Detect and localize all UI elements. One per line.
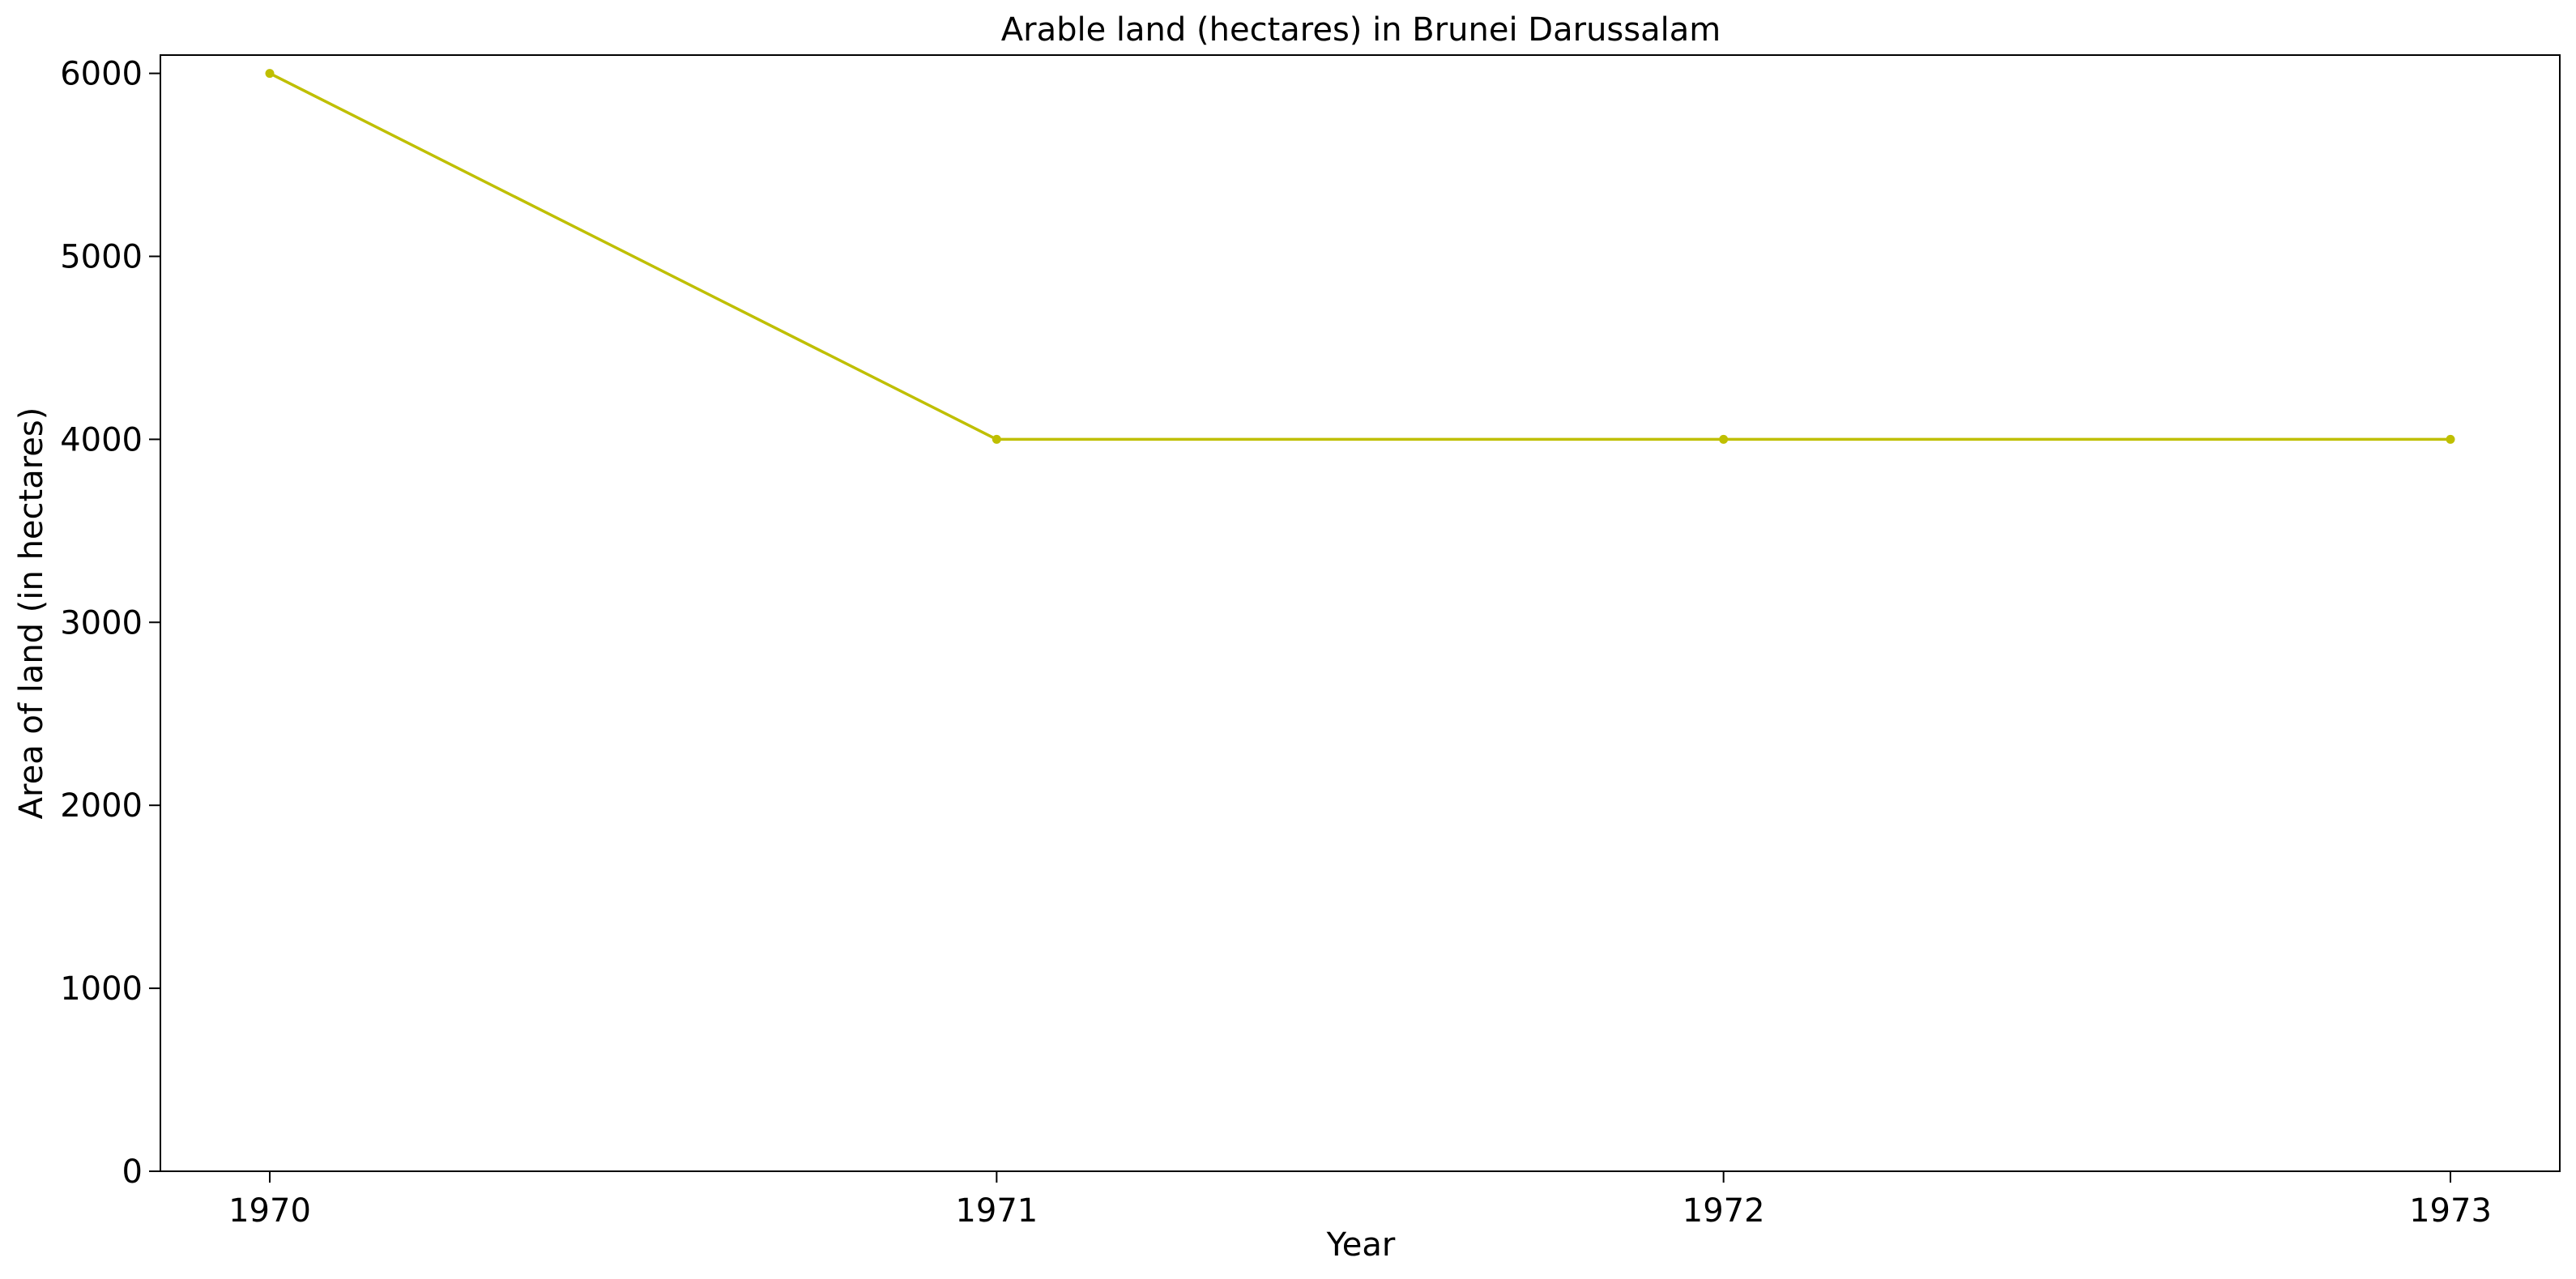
y-tick-label: 2000 — [60, 787, 143, 825]
x-tick-label: 1970 — [228, 1192, 311, 1230]
data-point — [992, 435, 1001, 444]
x-axis: 1970 1971 1972 1973 — [228, 1171, 2492, 1230]
y-tick-label: 6000 — [60, 56, 143, 93]
series-layer — [266, 69, 2455, 444]
data-point — [1719, 435, 1728, 444]
data-point — [2446, 435, 2455, 444]
y-tick-label: 0 — [122, 1153, 143, 1191]
plot-frame — [160, 55, 2560, 1171]
y-tick-label: 1000 — [60, 970, 143, 1008]
y-axis-label: Area of land (in hectares) — [13, 407, 50, 820]
chart-title: Arable land (hectares) in Brunei Darussa… — [1001, 11, 1721, 49]
y-tick-label: 3000 — [60, 604, 143, 642]
x-tick-label: 1973 — [2409, 1192, 2492, 1230]
data-point — [266, 69, 275, 78]
x-tick-label: 1972 — [1683, 1192, 1765, 1230]
x-axis-label: Year — [1326, 1226, 1396, 1264]
y-tick-label: 4000 — [60, 421, 143, 458]
x-tick-label: 1971 — [955, 1192, 1038, 1230]
y-axis: 0 1000 2000 3000 4000 5000 6000 — [60, 56, 160, 1191]
series-line — [270, 74, 2450, 440]
y-tick-label: 5000 — [60, 238, 143, 275]
